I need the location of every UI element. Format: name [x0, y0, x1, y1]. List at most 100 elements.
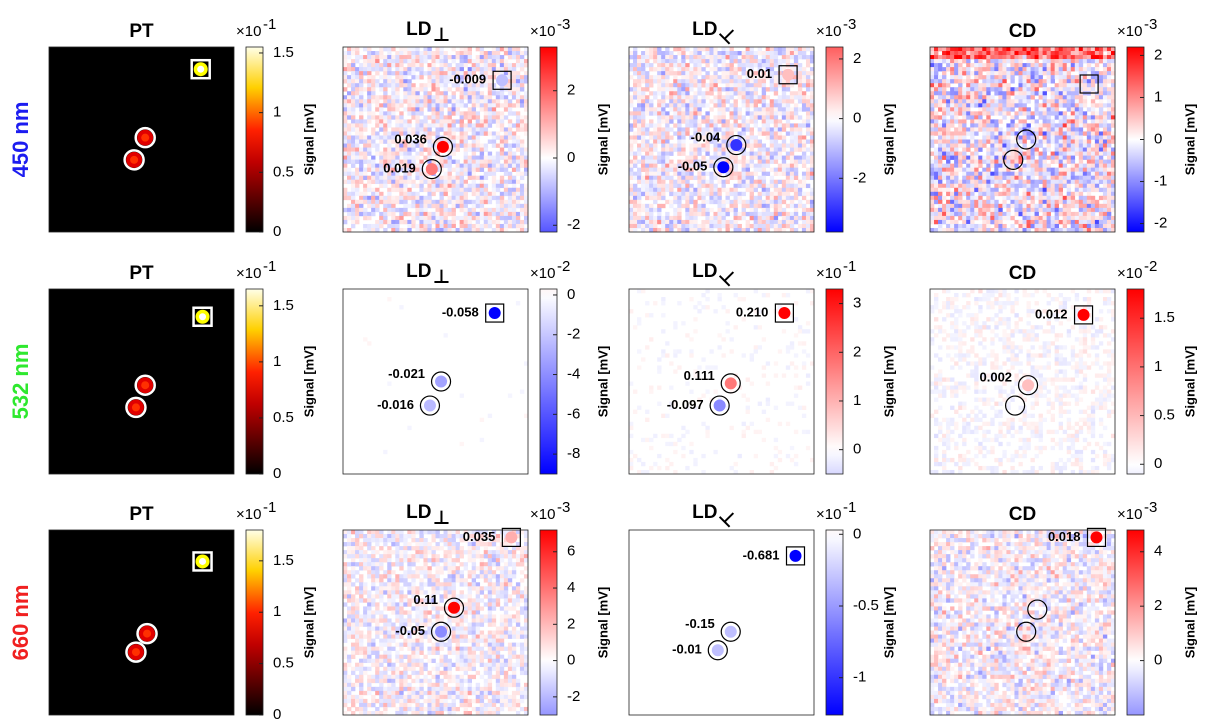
- pixel: [423, 83, 427, 87]
- pixel: [681, 63, 685, 67]
- pixel: [431, 103, 435, 107]
- pixel: [395, 59, 399, 63]
- pixel: [468, 55, 472, 59]
- pixel: [806, 208, 810, 212]
- pixel: [1006, 176, 1010, 180]
- pixel: [1031, 140, 1035, 144]
- pixel: [1002, 59, 1006, 63]
- pixel: [431, 131, 435, 135]
- pixel: [496, 123, 500, 127]
- pixel: [472, 107, 476, 111]
- pixel: [974, 152, 978, 156]
- pixel: [673, 47, 677, 51]
- pixel: [456, 184, 460, 188]
- pixel: [1091, 184, 1095, 188]
- pixel: [730, 123, 734, 127]
- pixel: [504, 224, 508, 228]
- pixel: [1071, 91, 1075, 95]
- pixel: [1018, 176, 1022, 180]
- pixel: [383, 79, 387, 83]
- pixel: [966, 107, 970, 111]
- pixel: [649, 204, 653, 208]
- pixel: [508, 63, 512, 67]
- pixel: [629, 115, 633, 119]
- pixel: [1107, 140, 1111, 144]
- panel-title-subscript: ⊥: [433, 25, 450, 46]
- pixel: [1035, 184, 1039, 188]
- pixel: [774, 200, 778, 204]
- pixel: [1055, 91, 1059, 95]
- pixel: [782, 111, 786, 115]
- pixel: [520, 99, 524, 103]
- pixel: [629, 87, 633, 91]
- pixel: [395, 156, 399, 160]
- pixel: [722, 67, 726, 71]
- pixel: [468, 115, 472, 119]
- pixel: [798, 184, 802, 188]
- pixel: [343, 168, 347, 172]
- pixel: [709, 220, 713, 224]
- pixel: [436, 184, 440, 188]
- pixel: [1091, 172, 1095, 176]
- pixel: [934, 87, 938, 91]
- pixel: [950, 103, 954, 107]
- pixel: [633, 224, 637, 228]
- pixel: [512, 51, 516, 55]
- pixel: [1079, 172, 1083, 176]
- pixel: [379, 119, 383, 123]
- pixel: [452, 180, 456, 184]
- pixel: [347, 55, 351, 59]
- pixel: [476, 99, 480, 103]
- pixel: [994, 131, 998, 135]
- pixel: [375, 107, 379, 111]
- pixel: [395, 75, 399, 79]
- pixel: [512, 47, 516, 51]
- pixel: [649, 208, 653, 212]
- pixel: [790, 184, 794, 188]
- pixel: [722, 111, 726, 115]
- pixel: [998, 67, 1002, 71]
- pixel: [1051, 172, 1055, 176]
- pixel: [520, 115, 524, 119]
- pixel: [633, 91, 637, 95]
- pixel: [669, 168, 673, 172]
- pixel: [946, 123, 950, 127]
- pixel: [730, 176, 734, 180]
- pixel: [990, 131, 994, 135]
- pixel: [958, 168, 962, 172]
- pixel: [468, 111, 472, 115]
- pixel: [681, 103, 685, 107]
- pixel: [1107, 67, 1111, 71]
- pixel: [794, 131, 798, 135]
- pixel: [982, 87, 986, 91]
- pixel: [359, 168, 363, 172]
- pixel: [383, 148, 387, 152]
- pixel: [734, 107, 738, 111]
- pixel: [930, 103, 934, 107]
- pixel: [998, 156, 1002, 160]
- pixel: [994, 99, 998, 103]
- pixel: [778, 204, 782, 208]
- pixel: [1023, 164, 1027, 168]
- pixel: [994, 87, 998, 91]
- pixel: [1039, 127, 1043, 131]
- pixel: [460, 51, 464, 55]
- pixel: [1006, 71, 1010, 75]
- pixel: [1063, 55, 1067, 59]
- pixel: [990, 79, 994, 83]
- pixel: [1023, 95, 1027, 99]
- pixel: [998, 59, 1002, 63]
- pixel: [766, 127, 770, 131]
- pixel: [1083, 67, 1087, 71]
- pixel: [637, 103, 641, 107]
- pixel: [657, 216, 661, 220]
- pixel: [661, 55, 665, 59]
- pixel: [990, 152, 994, 156]
- pixel: [645, 51, 649, 55]
- pixel: [665, 103, 669, 107]
- pixel: [415, 172, 419, 176]
- pixel: [1006, 95, 1010, 99]
- pixel: [423, 180, 427, 184]
- pixel: [766, 200, 770, 204]
- pixel: [782, 91, 786, 95]
